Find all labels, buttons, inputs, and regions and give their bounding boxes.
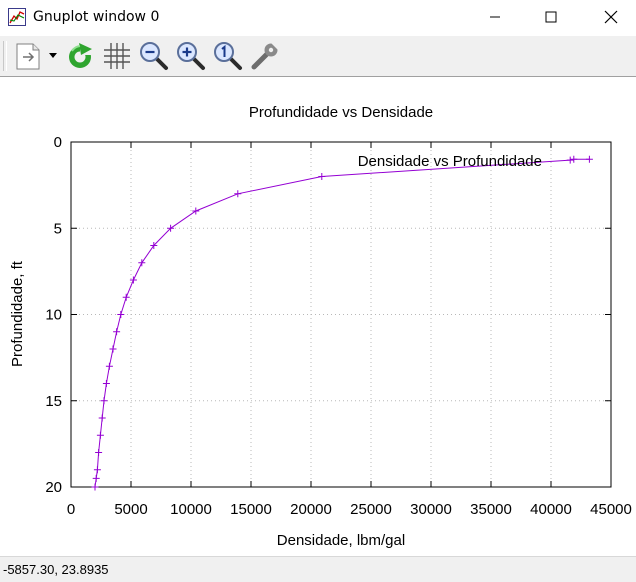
minimize-icon [490, 16, 500, 18]
maximize-button[interactable] [528, 0, 574, 34]
data-point [192, 207, 200, 215]
x-tick-label: 0 [67, 501, 75, 518]
data-point [96, 431, 104, 439]
cursor-coordinates: -5857.30, 23.8935 [3, 562, 109, 577]
zoom-in-button[interactable] [175, 39, 207, 73]
axes: 0 5000 10000 15000 20000 25000 30000 35000 40000… [45, 134, 632, 518]
maximize-icon [545, 11, 557, 23]
zoom-out-button[interactable] [138, 39, 170, 73]
plot-canvas[interactable]: Profundidade vs Densidade 0 5000 10000 1500… [0, 77, 636, 556]
legend-label: Densidade vs Profundidade [358, 153, 542, 170]
data-point [93, 466, 101, 474]
series-layer [91, 155, 593, 491]
x-axis-label: Densidade, lbm/gal [277, 532, 405, 549]
x-tick-label: 35000 [470, 501, 512, 518]
plot-area[interactable]: Profundidade vs Densidade 0 5000 10000 1500… [0, 77, 636, 556]
data-point [570, 155, 578, 163]
title-bar: Gnuplot window 0 [0, 0, 636, 37]
toolbar-grip [3, 41, 7, 71]
toolbar [0, 36, 636, 77]
grid-lines [71, 142, 611, 487]
y-tick-label: 0 [54, 134, 62, 151]
x-tick-label: 20000 [290, 501, 332, 518]
data-point [92, 474, 100, 482]
data-point [122, 293, 130, 301]
y-tick-label: 10 [45, 307, 62, 324]
series-line [94, 158, 590, 488]
data-point [98, 414, 106, 422]
copy-print-menu-button[interactable] [10, 39, 60, 73]
y-tick-label: 15 [45, 393, 62, 410]
replot-icon [69, 43, 93, 68]
zoom-in-icon [177, 42, 205, 70]
x-tick-label: 45000 [590, 501, 632, 518]
data-point [167, 224, 175, 232]
data-point [234, 190, 242, 198]
y-axis-label: Profundidade, ft [9, 260, 26, 367]
x-tick-label: 10000 [170, 501, 212, 518]
data-point [95, 449, 103, 456]
zoom-out-icon [140, 42, 168, 70]
replot-button[interactable] [64, 39, 96, 73]
data-point [129, 276, 137, 284]
data-point [91, 483, 99, 491]
data-point [150, 242, 158, 249]
data-point [138, 259, 146, 267]
chart-title: Profundidade vs Densidade [249, 104, 433, 121]
x-tick-label: 25000 [350, 501, 392, 518]
data-point [102, 380, 110, 387]
x-tick-label: 15000 [230, 501, 272, 518]
data-point [100, 397, 108, 405]
copy-print-menu-icon [16, 43, 57, 70]
close-icon [604, 10, 618, 24]
x-tick-label: 30000 [410, 501, 452, 518]
minimize-button[interactable] [472, 0, 518, 34]
status-bar: -5857.30, 23.8935 [0, 556, 636, 582]
data-point [318, 173, 326, 180]
options-button[interactable] [249, 39, 281, 73]
window-title: Gnuplot window 0 [33, 9, 160, 25]
data-point [117, 311, 125, 318]
grid-icon [104, 43, 130, 69]
y-tick-label: 5 [54, 220, 62, 237]
data-point [566, 156, 574, 164]
gnuplot-app-icon [8, 8, 26, 26]
options-wrench-icon [251, 43, 278, 70]
data-point [585, 155, 593, 163]
data-point [113, 328, 121, 336]
zoom-reset-button[interactable] [212, 39, 244, 73]
data-point [105, 362, 113, 370]
zoom-reset-icon [214, 42, 242, 70]
y-tick-label: 20 [45, 479, 62, 496]
x-tick-label: 40000 [530, 501, 572, 518]
close-button[interactable] [588, 0, 634, 34]
grid-button[interactable] [101, 39, 133, 73]
x-tick-label: 5000 [114, 501, 147, 518]
data-point [109, 345, 117, 353]
